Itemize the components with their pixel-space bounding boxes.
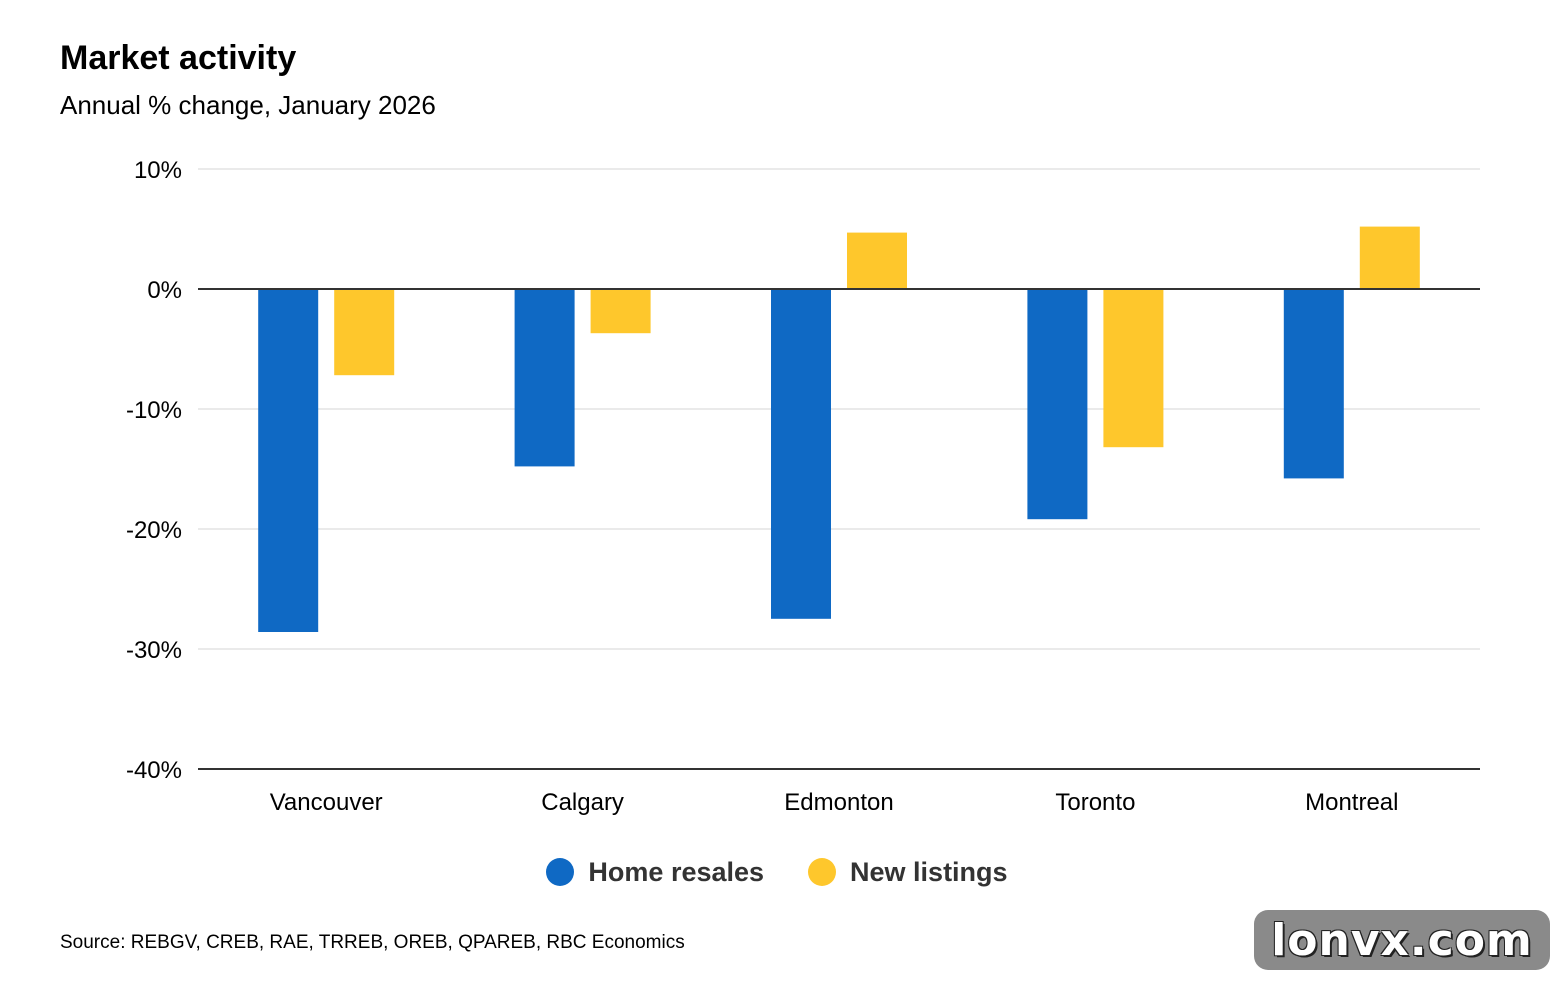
bar-new-listings-edmonton[interactable] <box>847 232 907 289</box>
legend-swatch-home-resales <box>546 858 575 886</box>
legend-label-new-listings: New listings <box>850 856 1008 887</box>
bar-new-listings-toronto[interactable] <box>1103 290 1164 448</box>
x-tick-label: Montreal <box>1305 789 1398 816</box>
bars <box>258 226 1420 632</box>
bar-home-resales-toronto[interactable] <box>1027 290 1088 520</box>
x-tick-label: Vancouver <box>270 789 383 816</box>
y-tick-label: -40% <box>126 757 182 784</box>
legend-item-home-resales[interactable]: Home resales <box>546 857 764 888</box>
x-tick-label: Edmonton <box>784 789 893 816</box>
watermark-text: lonvx.com <box>1271 914 1533 966</box>
y-tick-label: 0% <box>147 277 182 304</box>
bar-home-resales-vancouver[interactable] <box>258 290 319 632</box>
bar-new-listings-vancouver[interactable] <box>334 290 395 376</box>
y-tick-label: 10% <box>134 157 182 184</box>
x-tick-label: Toronto <box>1055 789 1135 816</box>
source-note: Source: REBGV, CREB, RAE, TRREB, OREB, Q… <box>60 932 685 953</box>
bar-home-resales-montreal[interactable] <box>1283 290 1344 479</box>
legend-swatch-new-listings <box>808 858 837 886</box>
y-tick-label: -20% <box>126 517 182 544</box>
legend: Home resales New listings <box>0 852 1554 892</box>
chart-title: Market activity <box>60 39 297 77</box>
chart-subtitle: Annual % change, January 2026 <box>60 90 436 120</box>
bar-new-listings-calgary[interactable] <box>590 290 651 334</box>
axes: 10% 0% -10% -20% -30% -40% Vancouver Calgary Edm… <box>126 157 1480 816</box>
legend-item-new-listings[interactable]: New listings <box>808 857 1008 888</box>
y-tick-label: -30% <box>126 637 182 664</box>
watermark-badge: lonvx.com <box>1254 910 1550 970</box>
bar-home-resales-calgary[interactable] <box>514 290 575 467</box>
legend-label-home-resales: Home resales <box>588 856 765 887</box>
bar-home-resales-edmonton[interactable] <box>771 290 831 619</box>
y-tick-label: -10% <box>126 397 182 424</box>
x-tick-label: Calgary <box>541 789 624 816</box>
gridlines <box>198 168 1480 650</box>
bar-new-listings-montreal[interactable] <box>1359 226 1420 289</box>
